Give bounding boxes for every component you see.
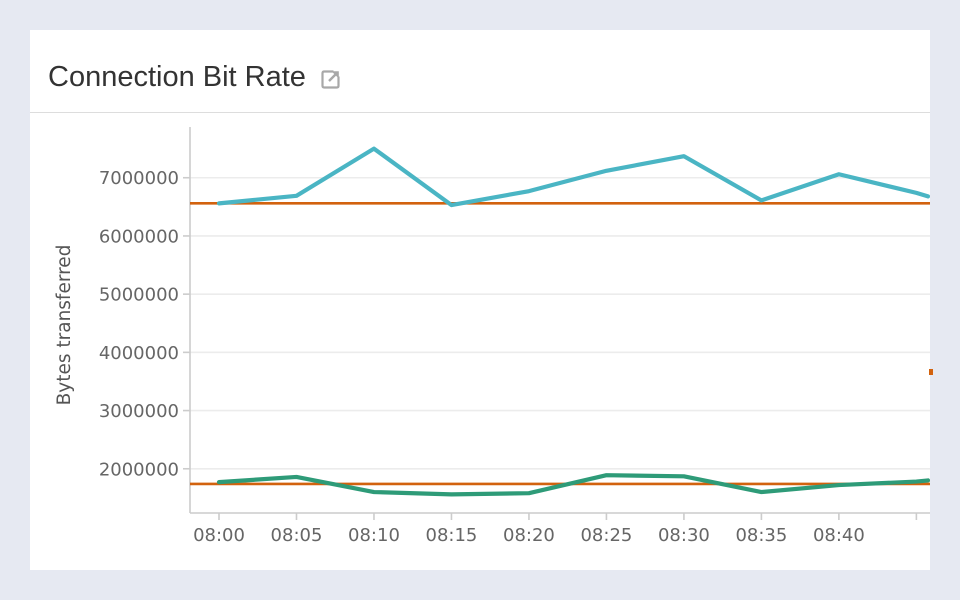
chart: 2000000 3000000 4000000 5000000 6000000 70000… (30, 113, 930, 570)
chart-card-header: Connection Bit Rate (30, 30, 930, 113)
chart-card: Connection Bit Rate 2000000 3000000 400000… (30, 30, 930, 570)
x-tick-label: 08:30 (658, 525, 710, 546)
x-tick-label: 08:10 (348, 525, 400, 546)
x-tick-label: 08:35 (735, 525, 787, 546)
y-tick-label: 6000000 (99, 226, 179, 247)
chart-title: Connection Bit Rate (48, 60, 306, 93)
y-tick-label: 7000000 (99, 168, 179, 189)
clipped-orange-mark (929, 369, 933, 375)
line-chart-canvas: 2000000 3000000 4000000 5000000 6000000 70000… (54, 127, 930, 546)
x-tick-label: 08:40 (813, 525, 865, 546)
y-tick-label: 2000000 (99, 459, 179, 480)
series-line-2 (216, 473, 930, 497)
y-tick-label: 4000000 (99, 343, 179, 364)
x-tick-label: 08:05 (271, 525, 323, 546)
y-tick-label: 3000000 (99, 401, 179, 422)
x-tick-label: 08:15 (426, 525, 478, 546)
x-tick-label: 08:00 (193, 525, 245, 546)
external-link-icon[interactable] (319, 68, 342, 91)
x-tick-label: 08:20 (503, 525, 555, 546)
series-line-1 (216, 146, 930, 208)
y-tick-label: 5000000 (99, 285, 179, 306)
y-axis-title: Bytes transferred (54, 245, 75, 406)
x-tick-label: 08:25 (580, 525, 632, 546)
